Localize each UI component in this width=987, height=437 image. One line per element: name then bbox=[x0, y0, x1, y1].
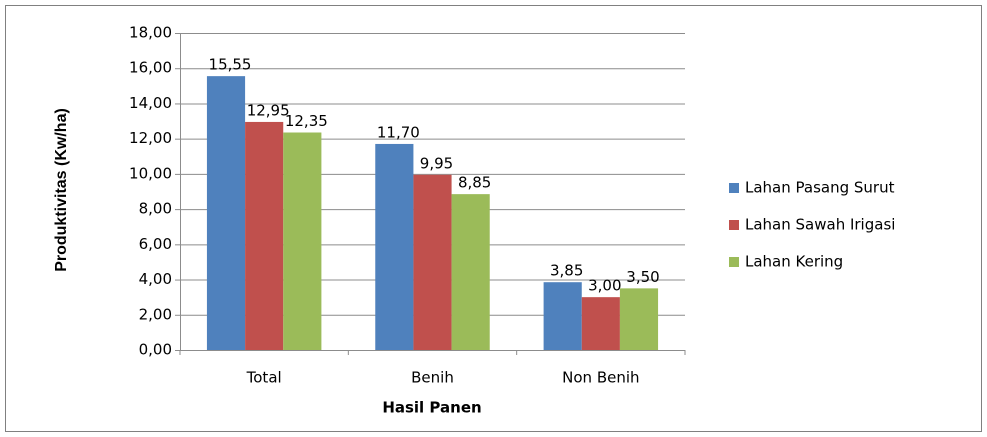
legend-swatch bbox=[729, 257, 739, 267]
y-tick-label: 16,00 bbox=[129, 59, 172, 77]
bar bbox=[245, 121, 284, 350]
y-tick-label: 12,00 bbox=[129, 129, 172, 147]
data-label: 12,35 bbox=[285, 112, 328, 130]
data-label: 12,95 bbox=[247, 101, 290, 119]
legend-label: Lahan Sawah Irigasi bbox=[745, 216, 895, 234]
legend-label: Lahan Kering bbox=[745, 253, 843, 271]
x-tick-label: Non Benih bbox=[562, 369, 639, 387]
data-label: 3,00 bbox=[588, 277, 621, 295]
y-axis-title: Produktivitas (Kw/ha) bbox=[53, 108, 70, 272]
data-label: 3,85 bbox=[550, 262, 583, 280]
y-tick-label: 18,00 bbox=[129, 24, 172, 42]
legend-swatch bbox=[729, 183, 739, 193]
bar bbox=[206, 76, 246, 351]
y-tick-label: 10,00 bbox=[129, 164, 172, 182]
x-axis-title: Hasil Panen bbox=[382, 399, 481, 417]
bar bbox=[581, 297, 620, 350]
bar bbox=[413, 174, 452, 350]
bar bbox=[375, 143, 414, 350]
chart-border bbox=[5, 5, 982, 432]
bar bbox=[543, 282, 582, 350]
y-tick-label: 14,00 bbox=[129, 94, 172, 112]
bar bbox=[283, 132, 322, 350]
data-label: 15,55 bbox=[209, 56, 252, 74]
bar bbox=[451, 194, 490, 350]
data-label: 9,95 bbox=[420, 154, 453, 172]
y-tick-label: 6,00 bbox=[139, 235, 172, 253]
y-tick-label: 2,00 bbox=[139, 305, 172, 323]
data-label: 11,70 bbox=[377, 123, 420, 141]
y-tick-label: 0,00 bbox=[139, 341, 172, 359]
data-label: 3,50 bbox=[626, 268, 659, 286]
x-tick-label: Total bbox=[246, 369, 282, 387]
legend-label: Lahan Pasang Surut bbox=[745, 179, 895, 197]
legend-swatch bbox=[729, 220, 739, 230]
y-tick-label: 4,00 bbox=[139, 270, 172, 288]
y-tick-label: 8,00 bbox=[139, 200, 172, 218]
bar bbox=[619, 288, 659, 350]
data-label: 8,85 bbox=[458, 174, 491, 192]
x-tick-label: Benih bbox=[411, 369, 454, 387]
